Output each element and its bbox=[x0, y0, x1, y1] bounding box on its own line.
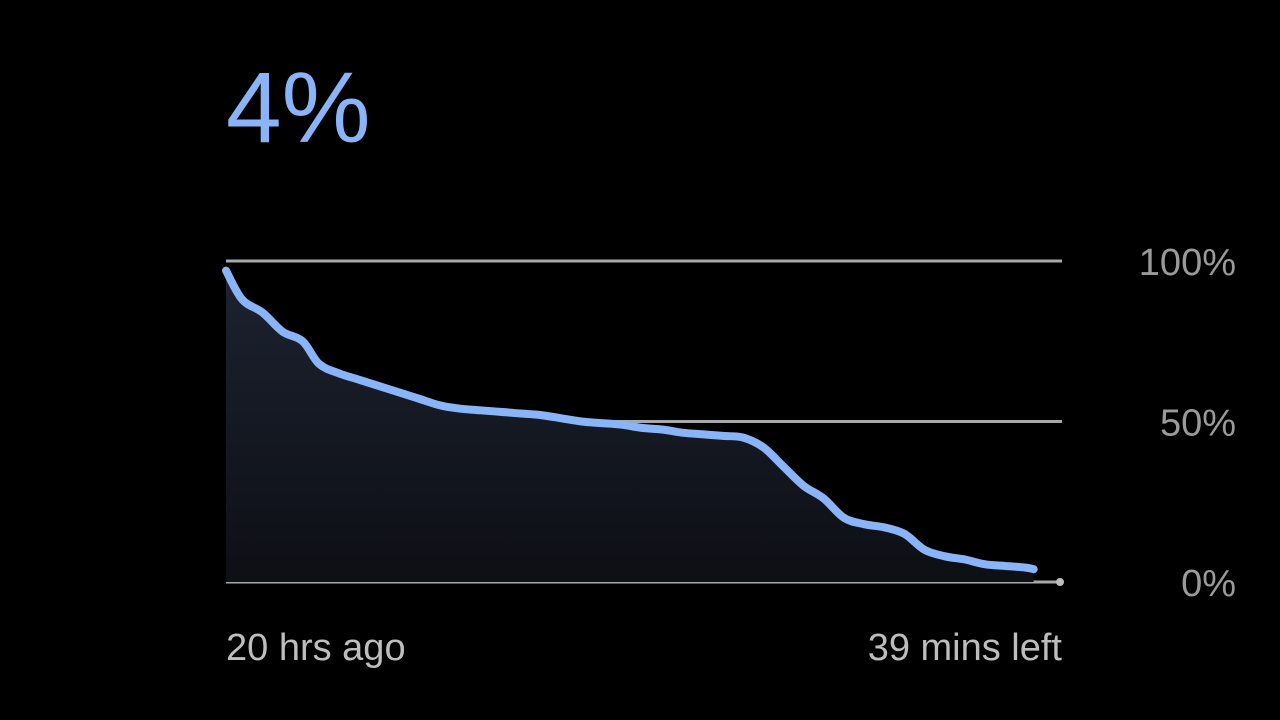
y-tick-label-0: 0% bbox=[1181, 563, 1236, 605]
end-marker bbox=[1056, 578, 1064, 586]
battery-level: 4% bbox=[226, 52, 371, 164]
x-label-end: 39 mins left bbox=[868, 627, 1063, 669]
battery-line bbox=[222, 266, 1038, 574]
y-tick-label-50: 50% bbox=[1160, 403, 1236, 445]
x-label-start: 20 hrs ago bbox=[226, 627, 406, 669]
y-tick-label-100: 100% bbox=[1139, 242, 1236, 284]
